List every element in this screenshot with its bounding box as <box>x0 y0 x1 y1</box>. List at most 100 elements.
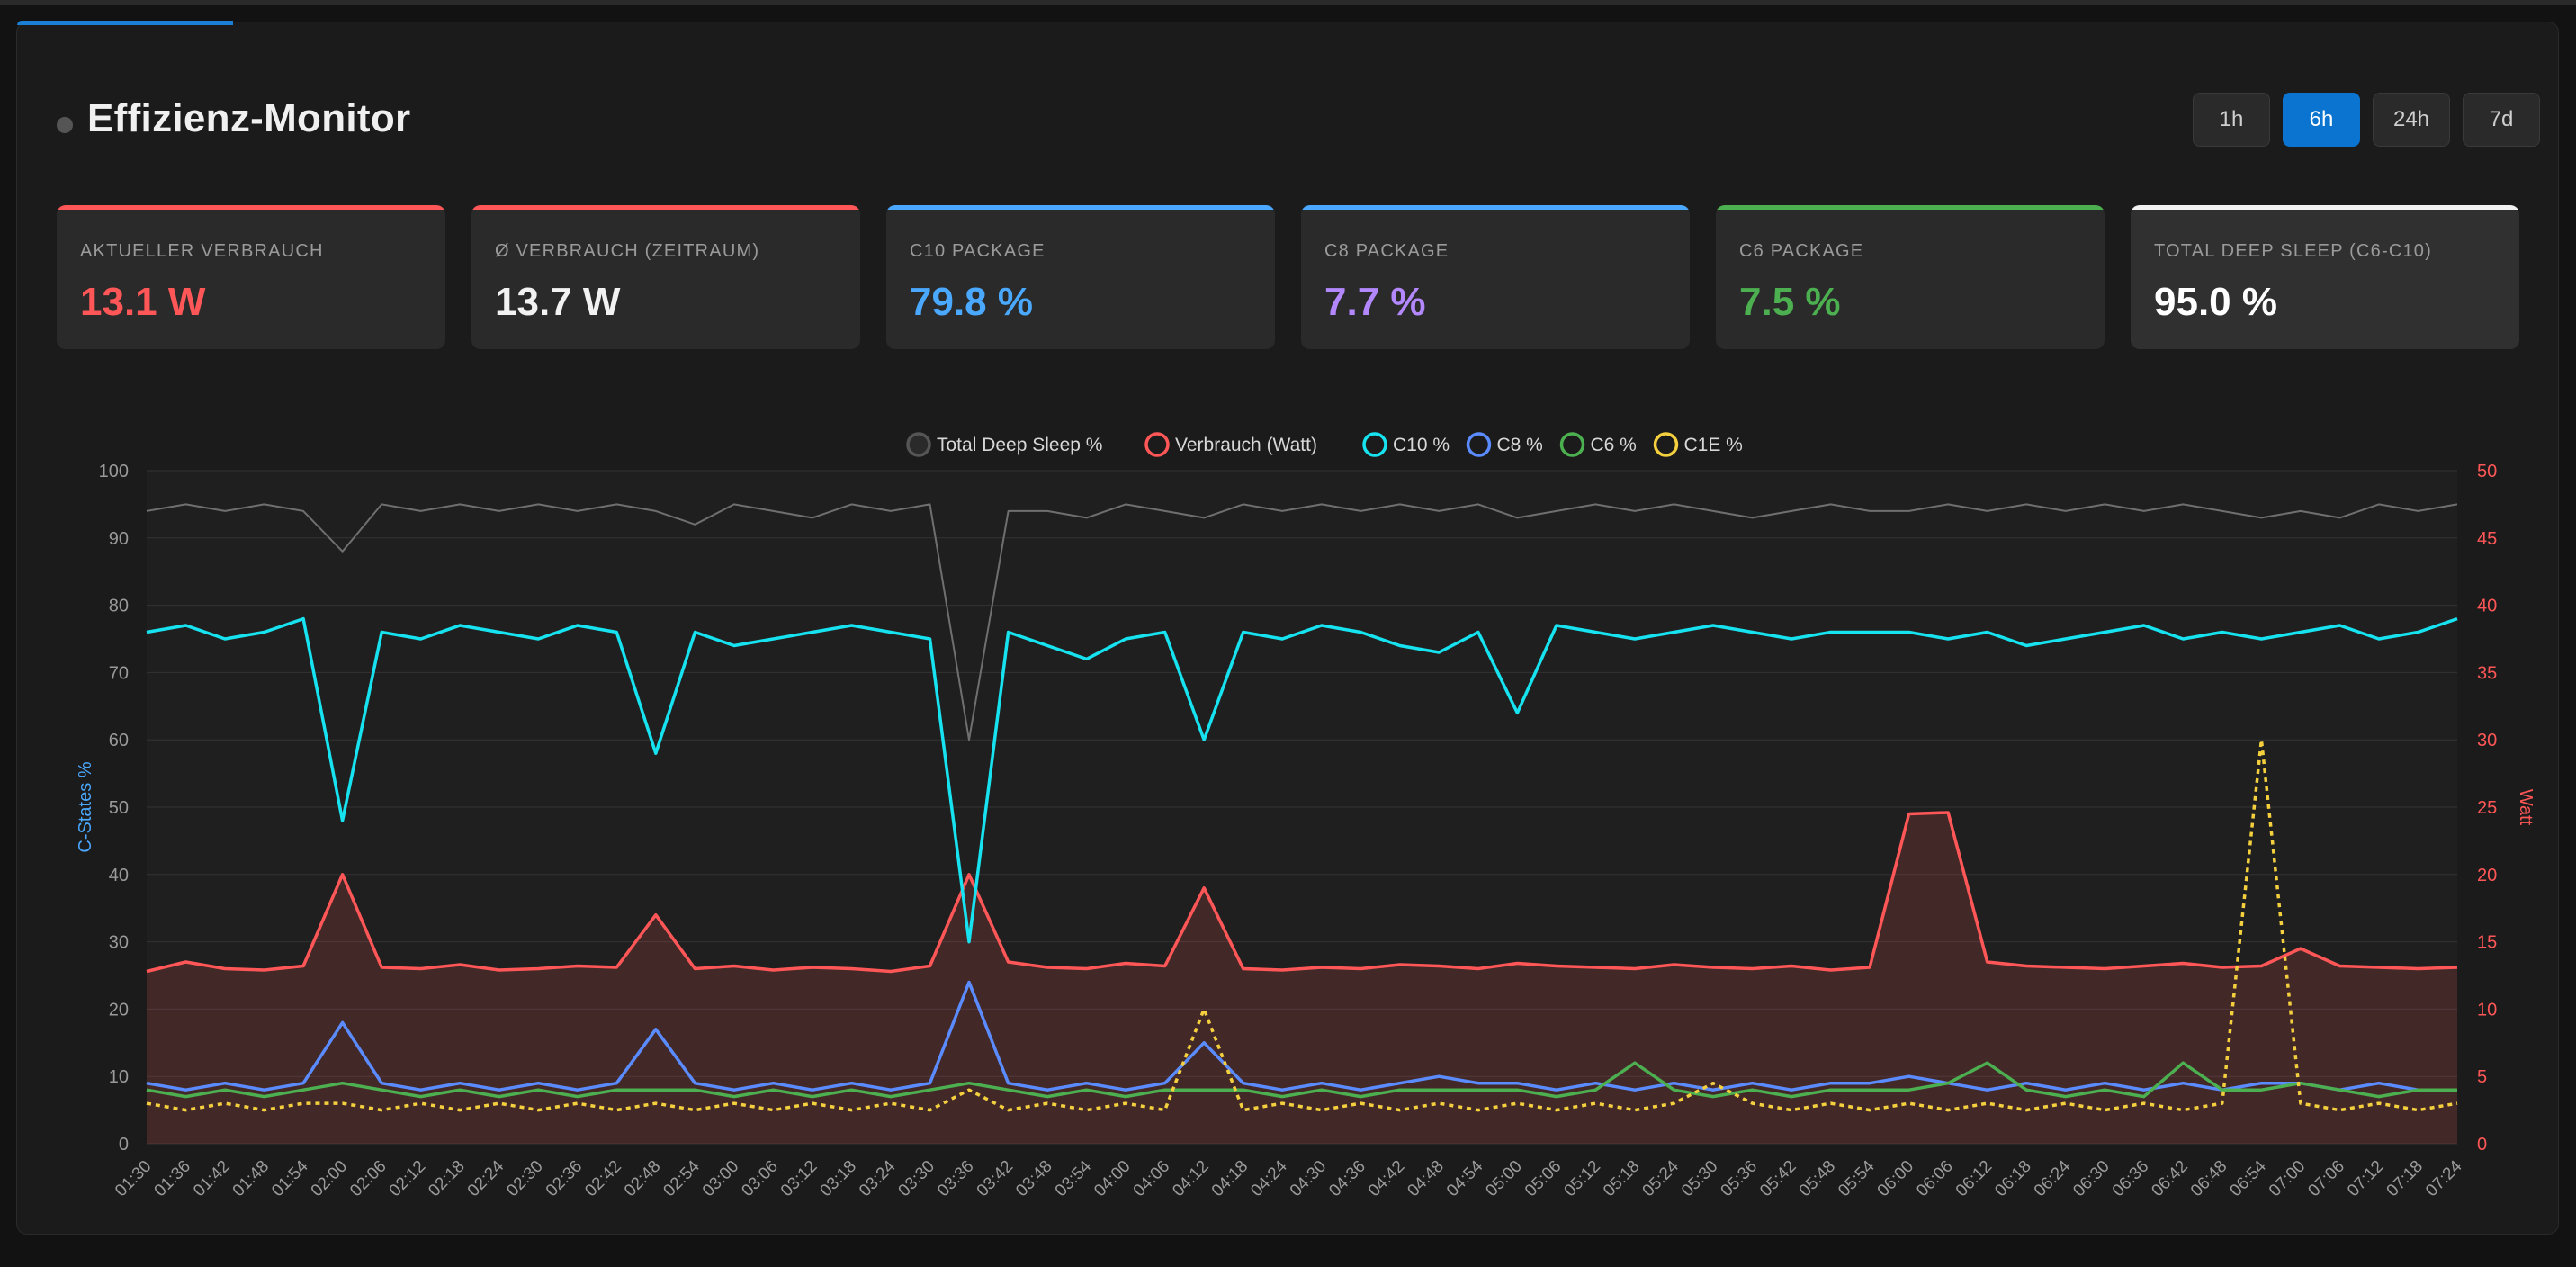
x-tick-label: 05:12 <box>1561 1157 1604 1200</box>
x-tick-label: 05:24 <box>1639 1156 1683 1200</box>
stat-cards: AKTUELLER VERBRAUCH 13.1 W Ø VERBRAUCH (… <box>57 205 2519 349</box>
x-tick-label: 02:36 <box>543 1157 586 1200</box>
x-tick-label: 04:12 <box>1169 1157 1212 1200</box>
card-label: TOTAL DEEP SLEEP (C6-C10) <box>2154 241 2432 261</box>
panel-accent-bar <box>17 21 233 25</box>
y2-axis-title: Watt <box>2516 789 2536 826</box>
legend-label: C1E % <box>1684 435 1743 455</box>
y-tick-label: 70 <box>109 663 129 683</box>
x-tick-label: 03:24 <box>856 1156 900 1200</box>
time-range-selector: 1h 6h 24h 7d <box>2193 93 2540 147</box>
x-tick-label: 06:42 <box>2148 1157 2191 1200</box>
series-line-total-deep-sleep <box>146 503 2458 741</box>
x-tick-label: 01:30 <box>112 1157 155 1200</box>
range-button-24h[interactable]: 24h <box>2373 93 2450 147</box>
x-tick-label: 03:18 <box>817 1157 860 1200</box>
stat-card-c10-package: C10 PACKAGE 79.8 % <box>886 205 1275 349</box>
x-tick-label: 03:48 <box>1012 1157 1055 1200</box>
card-value: 13.1 W <box>80 280 206 324</box>
stat-card-current-consumption: AKTUELLER VERBRAUCH 13.1 W <box>57 205 445 349</box>
x-tick-label: 02:24 <box>464 1156 508 1200</box>
y2-tick-label: 50 <box>2477 462 2497 481</box>
x-tick-label: 01:36 <box>151 1157 194 1200</box>
x-tick-label: 02:06 <box>346 1157 390 1200</box>
window-top-strip <box>0 0 2576 5</box>
efficiency-panel: Effizienz-Monitor 1h 6h 24h 7d AKTUELLER… <box>16 21 2559 1235</box>
y-tick-label: 50 <box>109 798 129 818</box>
x-tick-label: 04:06 <box>1130 1157 1173 1200</box>
card-accent-bar <box>886 205 1275 210</box>
cstate-power-chart: 0 10 20 30 40 50 60 70 80 90 100 0 5 10 15 20 25 30 35 40 45… <box>76 432 2536 1200</box>
legend-swatch <box>1362 432 1387 457</box>
x-tick-label: 02:00 <box>308 1157 351 1200</box>
x-tick-label: 07:06 <box>2304 1157 2347 1200</box>
x-tick-label: 06:48 <box>2187 1157 2230 1200</box>
y2-tick-label: 10 <box>2477 1000 2497 1020</box>
x-tick-label: 02:48 <box>621 1157 664 1200</box>
card-label: Ø VERBRAUCH (ZEITRAUM) <box>495 241 760 261</box>
x-tick-label: 04:54 <box>1443 1156 1487 1200</box>
x-tick-label: 04:00 <box>1091 1157 1134 1200</box>
legend-swatch <box>1653 432 1679 457</box>
x-tick-label: 05:06 <box>1521 1157 1565 1200</box>
range-button-6h[interactable]: 6h <box>2283 93 2360 147</box>
x-tick-label: 06:36 <box>2109 1157 2152 1200</box>
x-tick-label: 06:54 <box>2226 1156 2270 1200</box>
x-tick-label: 02:30 <box>503 1157 546 1200</box>
stat-card-average-consumption: Ø VERBRAUCH (ZEITRAUM) 13.7 W <box>471 205 860 349</box>
x-tick-label: 02:54 <box>660 1156 704 1200</box>
series-line-c6 <box>146 1061 2457 1099</box>
x-tick-label: 03:12 <box>777 1157 821 1200</box>
x-tick-label: 04:24 <box>1247 1156 1291 1200</box>
x-tick-label: 05:36 <box>1718 1157 1761 1200</box>
range-button-7d[interactable]: 7d <box>2463 93 2540 147</box>
series-line-c1e <box>146 738 2458 1112</box>
x-tick-label: 06:18 <box>1991 1157 2034 1200</box>
cstate-power-chart-container: 0 10 20 30 40 50 60 70 80 90 100 0 5 10 15 20 25 30 35 40 45… <box>57 400 2558 1228</box>
y-tick-label: 10 <box>109 1067 129 1087</box>
y2-tick-label: 0 <box>2477 1135 2487 1155</box>
x-tick-label: 03:00 <box>699 1157 742 1200</box>
x-tick-label: 06:06 <box>1913 1157 1956 1200</box>
stat-card-c6-package: C6 PACKAGE 7.5 % <box>1716 205 2105 349</box>
series-area-verbrauch <box>147 813 2457 1144</box>
y2-tick-label: 35 <box>2477 663 2497 683</box>
y2-tick-label: 5 <box>2477 1067 2487 1087</box>
y2-tick-label: 45 <box>2477 529 2497 549</box>
y-tick-label: 40 <box>109 866 129 885</box>
x-tick-label: 03:54 <box>1052 1156 1096 1200</box>
x-tick-label: 04:30 <box>1287 1157 1330 1200</box>
y-axis-title: C-States % <box>76 761 95 852</box>
x-tick-label: 07:12 <box>2344 1157 2387 1200</box>
x-tick-label: 02:12 <box>386 1157 429 1200</box>
card-label: C10 PACKAGE <box>910 241 1046 261</box>
y-tick-label: 0 <box>119 1135 129 1155</box>
x-tick-label: 02:18 <box>425 1157 468 1200</box>
y2-tick-label: 20 <box>2477 866 2497 885</box>
card-value: 13.7 W <box>495 280 621 324</box>
range-button-1h[interactable]: 1h <box>2193 93 2270 147</box>
x-tick-label: 01:48 <box>229 1157 273 1200</box>
y2-tick-label: 25 <box>2477 798 2497 818</box>
card-value: 7.7 % <box>1324 280 1426 324</box>
card-accent-bar <box>57 205 445 210</box>
card-value: 7.5 % <box>1739 280 1841 324</box>
x-tick-label: 03:42 <box>974 1157 1017 1200</box>
x-tick-label: 05:18 <box>1600 1157 1643 1200</box>
x-tick-label: 06:00 <box>1874 1157 1917 1200</box>
x-tick-label: 06:30 <box>2069 1157 2113 1200</box>
card-accent-bar <box>1716 205 2105 210</box>
page-title: Effizienz-Monitor <box>87 96 411 140</box>
card-label: C6 PACKAGE <box>1739 241 1864 261</box>
y-tick-label: 90 <box>109 529 129 549</box>
y-tick-label: 80 <box>109 597 129 616</box>
x-tick-label: 06:24 <box>2031 1156 2075 1200</box>
x-tick-label: 07:00 <box>2266 1157 2309 1200</box>
series-line-verbrauch-watt <box>146 811 2458 974</box>
x-tick-label: 05:54 <box>1835 1156 1879 1200</box>
card-label: AKTUELLER VERBRAUCH <box>80 241 324 261</box>
y2-tick-label: 30 <box>2477 731 2497 750</box>
y-tick-label: 30 <box>109 933 129 953</box>
legend-label: C6 % <box>1591 435 1637 455</box>
x-tick-label: 05:30 <box>1678 1157 1721 1200</box>
